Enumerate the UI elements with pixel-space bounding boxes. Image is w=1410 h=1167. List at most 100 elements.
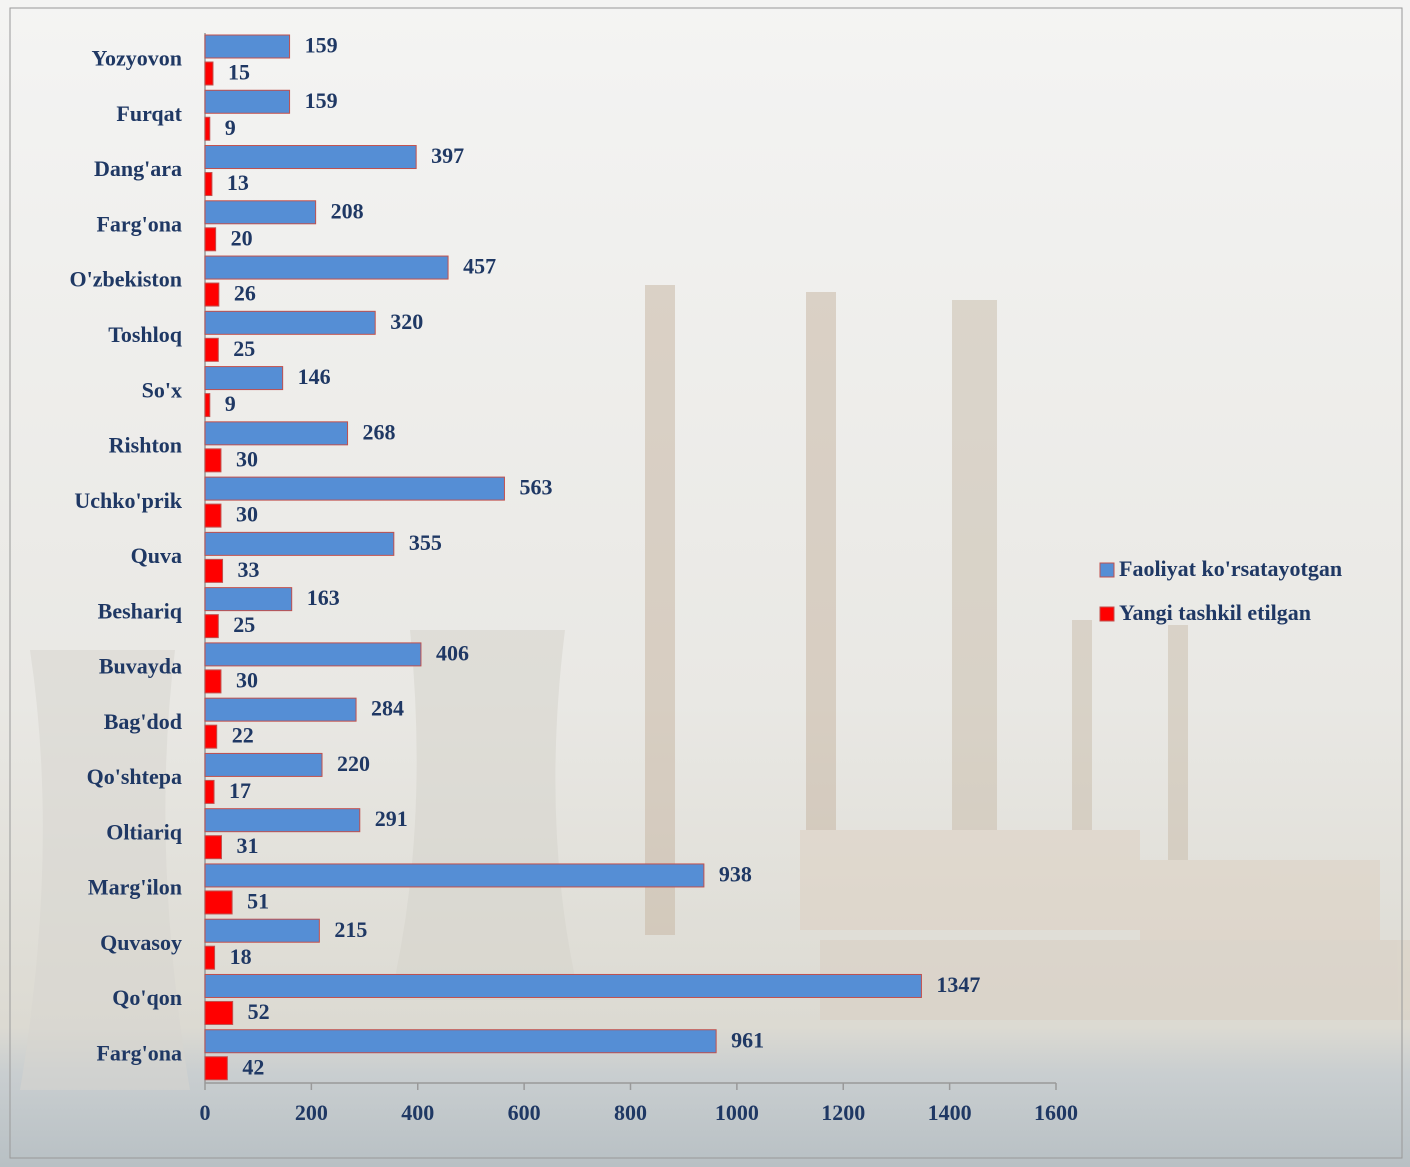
x-tick-label: 1000 bbox=[715, 1100, 759, 1125]
value-label: 33 bbox=[238, 557, 260, 582]
bar bbox=[204, 227, 217, 252]
x-tick-label: 1600 bbox=[1034, 1100, 1078, 1125]
bar bbox=[204, 34, 291, 59]
x-tick-label: 200 bbox=[295, 1100, 328, 1125]
value-label: 13 bbox=[227, 170, 249, 195]
y-tick-label: Quvasoy bbox=[100, 930, 182, 955]
value-label: 20 bbox=[231, 225, 253, 250]
value-label: 51 bbox=[247, 888, 269, 913]
bar bbox=[204, 448, 222, 473]
bar bbox=[204, 724, 218, 749]
bar bbox=[204, 863, 705, 888]
value-label: 52 bbox=[248, 999, 270, 1024]
x-tick-label: 400 bbox=[401, 1100, 434, 1125]
bar bbox=[204, 200, 317, 225]
bar bbox=[204, 587, 293, 612]
value-label: 30 bbox=[236, 667, 258, 692]
y-tick-label: Farg'ona bbox=[96, 1040, 182, 1065]
y-tick-label: Qo'shtepa bbox=[87, 764, 182, 789]
bar bbox=[204, 918, 320, 943]
bar bbox=[204, 145, 417, 170]
y-tick-label: Buvayda bbox=[99, 654, 182, 679]
value-label: 159 bbox=[305, 33, 338, 58]
value-label: 163 bbox=[307, 585, 340, 610]
value-label: 26 bbox=[234, 281, 256, 306]
bar bbox=[204, 366, 284, 391]
value-label: 457 bbox=[463, 254, 496, 279]
bar bbox=[204, 945, 216, 970]
value-label: 291 bbox=[375, 806, 408, 831]
y-tick-label: Furqat bbox=[116, 101, 182, 126]
y-tick-label: Rishton bbox=[109, 433, 182, 458]
bar bbox=[204, 476, 505, 501]
value-label: 220 bbox=[337, 751, 370, 776]
y-tick-label: Qo'qon bbox=[112, 985, 182, 1010]
y-tick-label: Dang'ara bbox=[94, 156, 182, 181]
value-label: 17 bbox=[229, 778, 251, 803]
value-label: 25 bbox=[233, 336, 255, 361]
bar bbox=[204, 973, 922, 998]
value-label: 31 bbox=[236, 833, 258, 858]
bar bbox=[204, 89, 291, 114]
legend-swatch bbox=[1099, 562, 1115, 578]
value-label: 284 bbox=[371, 696, 404, 721]
value-label: 563 bbox=[519, 475, 552, 500]
value-label: 9 bbox=[225, 391, 236, 416]
bar bbox=[204, 172, 213, 197]
y-tick-label: Marg'ilon bbox=[88, 875, 182, 900]
x-tick-label: 1200 bbox=[821, 1100, 865, 1125]
value-label: 208 bbox=[331, 198, 364, 223]
value-label: 406 bbox=[436, 640, 469, 665]
bar bbox=[204, 890, 233, 915]
legend-label: Faoliyat ko'rsatayotgan bbox=[1119, 556, 1342, 581]
y-tick-label: Beshariq bbox=[98, 598, 183, 623]
value-label: 397 bbox=[431, 143, 464, 168]
bar bbox=[204, 61, 214, 86]
frame bbox=[9, 7, 1403, 1159]
y-tick-label: Uchko'prik bbox=[74, 488, 182, 513]
value-label: 215 bbox=[334, 917, 367, 942]
bar bbox=[204, 642, 422, 667]
bar bbox=[204, 835, 222, 860]
value-label: 961 bbox=[731, 1027, 764, 1052]
x-tick-label: 800 bbox=[614, 1100, 647, 1125]
value-label: 30 bbox=[236, 502, 258, 527]
value-label: 30 bbox=[236, 446, 258, 471]
bar bbox=[204, 393, 211, 418]
value-label: 25 bbox=[233, 612, 255, 637]
bar bbox=[204, 503, 222, 528]
bar bbox=[204, 614, 219, 639]
value-label: 355 bbox=[409, 530, 442, 555]
y-tick-label: O'zbekiston bbox=[70, 267, 182, 292]
bar bbox=[204, 116, 211, 141]
bar bbox=[204, 310, 376, 335]
bar bbox=[204, 808, 361, 833]
x-tick-label: 0 bbox=[200, 1100, 211, 1125]
bar bbox=[204, 1056, 228, 1081]
y-tick-label: So'x bbox=[142, 377, 182, 402]
value-label: 159 bbox=[305, 88, 338, 113]
bar bbox=[204, 697, 357, 722]
background-photo bbox=[20, 285, 1410, 1090]
bar bbox=[204, 282, 220, 307]
y-tick-label: Farg'ona bbox=[96, 211, 182, 236]
bar bbox=[204, 421, 349, 446]
bar bbox=[204, 558, 224, 583]
legend-label: Yangi tashkil etilgan bbox=[1119, 600, 1311, 625]
y-tick-label: Oltiariq bbox=[106, 819, 183, 844]
value-label: 938 bbox=[719, 861, 752, 886]
bar bbox=[204, 337, 219, 362]
value-label: 1347 bbox=[936, 972, 980, 997]
value-label: 42 bbox=[242, 1054, 264, 1079]
bar bbox=[204, 255, 449, 280]
bar bbox=[204, 1000, 234, 1025]
value-label: 18 bbox=[230, 944, 252, 969]
value-label: 268 bbox=[363, 419, 396, 444]
value-label: 320 bbox=[390, 309, 423, 334]
bar bbox=[204, 779, 215, 804]
legend-swatch bbox=[1099, 606, 1115, 622]
bar bbox=[204, 752, 323, 777]
value-label: 15 bbox=[228, 60, 250, 85]
